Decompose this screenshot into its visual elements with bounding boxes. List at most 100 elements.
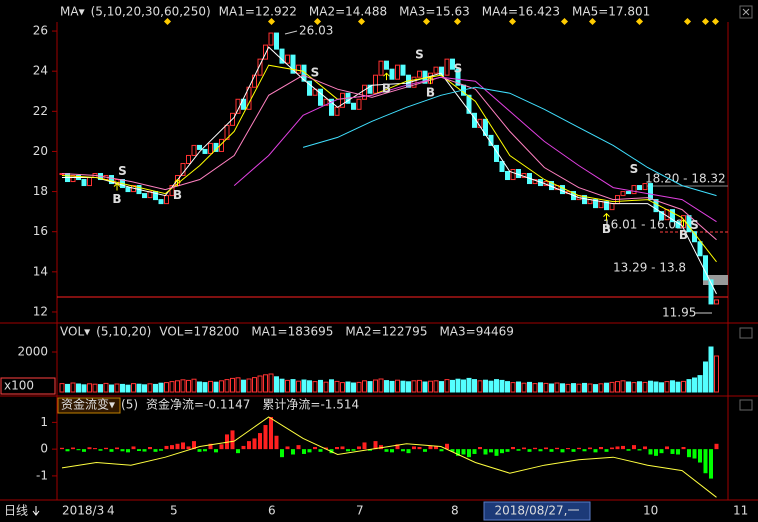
close-button[interactable] <box>739 5 753 19</box>
signal-arrow <box>383 72 390 81</box>
flow-bar <box>335 446 339 450</box>
volume-bar <box>81 384 87 393</box>
volume-bar <box>136 383 142 393</box>
volume-bar <box>472 379 477 393</box>
flow-bar <box>346 449 350 452</box>
volume-bar <box>76 383 81 393</box>
y-tick-label: 12 <box>33 304 48 318</box>
flow-bar <box>401 449 405 452</box>
flow-bar <box>313 446 317 450</box>
candle <box>642 183 648 191</box>
volume-bar <box>351 382 356 393</box>
signal: B <box>602 222 611 236</box>
flow-bar <box>709 449 713 479</box>
flow-bar <box>126 449 130 453</box>
candle <box>356 98 362 110</box>
volume-bar <box>180 379 186 393</box>
flow-bar <box>362 442 367 450</box>
volume-bar <box>307 380 312 393</box>
y-tick-label: 22 <box>33 104 48 118</box>
volume-bar <box>158 382 164 393</box>
indicator-readout: MA3=94469 <box>439 325 513 339</box>
flow-bar <box>659 449 664 454</box>
candle <box>582 195 587 205</box>
flow-bar <box>230 430 235 450</box>
volume-bar <box>450 379 455 393</box>
annotation: 13.29 - 13.8 <box>613 261 686 275</box>
flow-bar <box>500 449 504 454</box>
indicator-params: (5,10,20) <box>96 325 151 339</box>
candle <box>714 299 719 305</box>
volume-bar <box>241 379 246 393</box>
candle <box>274 32 279 50</box>
flow-bar <box>258 433 262 450</box>
volume-bar <box>87 383 92 393</box>
volume-bar <box>466 377 472 393</box>
period-selector[interactable]: 日线 <box>4 504 28 518</box>
panel-button[interactable] <box>739 327 753 339</box>
flow-bar <box>533 447 537 450</box>
flow-bar <box>351 449 356 451</box>
flow-bar <box>456 449 460 456</box>
volume-bar <box>296 380 301 393</box>
flow-bar <box>104 447 108 450</box>
flow-bar <box>604 449 609 452</box>
y-tick-label: 26 <box>33 24 48 38</box>
flow-bar <box>214 449 218 453</box>
volume-bar <box>191 378 197 393</box>
volume-bar <box>367 381 373 393</box>
cursor-date-box <box>483 501 591 521</box>
volume-bar <box>598 383 604 393</box>
flow-bar <box>71 447 75 450</box>
candle <box>224 124 230 140</box>
flow-bar <box>192 441 196 450</box>
flow-bar <box>296 445 301 450</box>
candle <box>142 193 147 199</box>
volume-bar <box>461 379 466 393</box>
volume-bar <box>439 381 444 393</box>
volume-bar <box>373 379 378 393</box>
flow-bar <box>291 449 295 455</box>
flow-bar <box>593 449 598 453</box>
flow-bar <box>384 449 389 452</box>
volume-bar <box>142 384 147 393</box>
y-tick-label: 18 <box>33 184 48 198</box>
flow-bar <box>703 449 708 474</box>
volume-bar <box>252 377 257 393</box>
flow-bar <box>511 446 515 450</box>
indicator-menu[interactable]: MA▾ <box>60 5 85 19</box>
volume-bar <box>98 384 103 393</box>
candle <box>169 185 175 197</box>
volume-bar <box>345 381 351 393</box>
indicator-menu[interactable]: VOL▾ <box>60 325 90 339</box>
volume-bar <box>576 383 582 393</box>
candle <box>417 70 422 78</box>
flow-bar <box>197 449 202 452</box>
signal-arrow <box>603 212 610 221</box>
volume-bar <box>285 379 290 393</box>
panel-button[interactable] <box>739 399 753 411</box>
y-tick-label: 2000 <box>17 345 48 359</box>
flow-bar <box>324 447 328 450</box>
volume-bar <box>131 383 136 393</box>
indicator-menu[interactable]: 资金流变▾ <box>61 397 115 412</box>
volume-bar <box>268 373 274 393</box>
flow-bar <box>428 445 433 450</box>
indicator-readout: MA2=122795 <box>345 325 427 339</box>
volume-bar <box>587 383 593 393</box>
volume-bar <box>219 380 224 393</box>
candle <box>395 64 400 80</box>
flow-bar <box>544 447 548 450</box>
candle <box>433 66 439 74</box>
flow-bar <box>445 443 449 450</box>
menu-box[interactable] <box>57 397 121 414</box>
flow-bar <box>120 449 125 452</box>
flow-bar <box>648 449 653 455</box>
candle <box>620 191 626 197</box>
signal-arrow <box>427 76 434 85</box>
indicator-params: (5) <box>121 398 138 412</box>
close-icon <box>742 8 750 16</box>
volume-bar <box>670 380 675 393</box>
flow-bar <box>489 449 493 453</box>
